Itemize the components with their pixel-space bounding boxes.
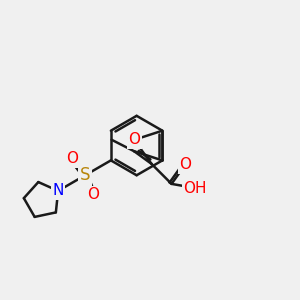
Text: O: O: [87, 187, 99, 202]
Text: N: N: [52, 183, 64, 198]
Text: S: S: [80, 166, 90, 184]
Text: O: O: [66, 151, 78, 166]
Text: OH: OH: [183, 181, 207, 196]
Text: O: O: [179, 157, 191, 172]
Text: O: O: [128, 132, 140, 147]
